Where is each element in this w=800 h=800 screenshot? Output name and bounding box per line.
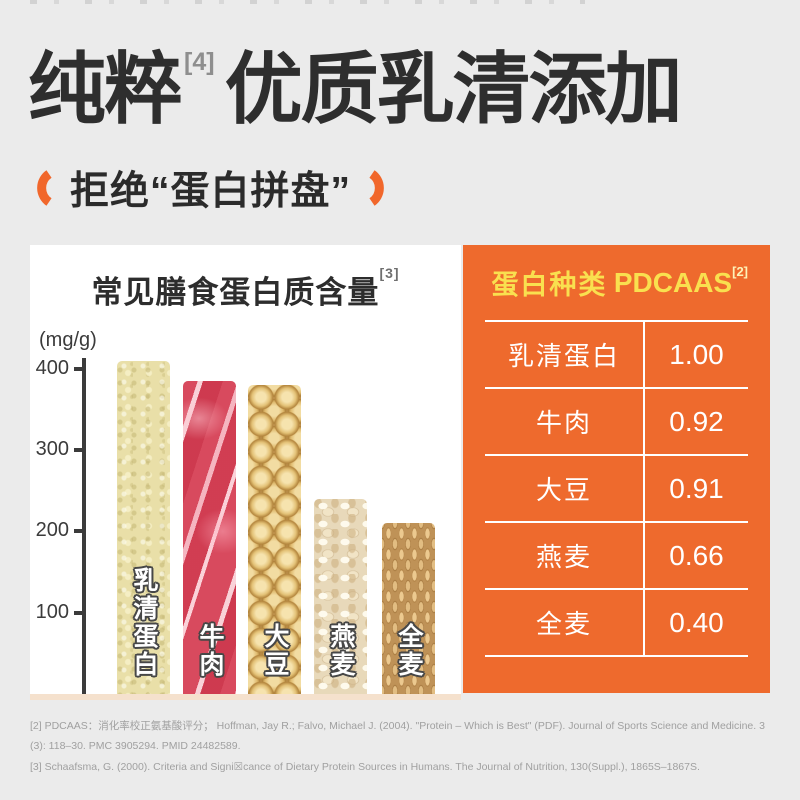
bar-beef: 牛肉 xyxy=(183,381,236,694)
bar-soybean: 大豆 xyxy=(248,385,301,694)
subtitle-row: 拒绝“蛋白拼盘” xyxy=(30,160,391,216)
table-row: 乳清蛋白 1.00 xyxy=(485,322,748,389)
table-header-pdcaas-text: PDCAAS xyxy=(613,266,733,298)
table-cell-name: 牛肉 xyxy=(535,408,592,438)
page-title-part1: 纯粹 xyxy=(28,45,182,133)
y-axis-line xyxy=(82,358,86,694)
bar-label-whole-wheat: 全麦 xyxy=(395,623,423,679)
table-cell-name: 大豆 xyxy=(535,475,592,505)
y-axis-unit-label: (mg/g) xyxy=(39,329,97,351)
table-cell-value: 0.40 xyxy=(643,590,748,655)
table-cell-name: 全麦 xyxy=(535,609,592,639)
table-cell-value: 0.92 xyxy=(643,389,748,454)
chart-title: 常见膳食蛋白质含量[3] xyxy=(30,265,461,312)
table-body: 乳清蛋白 1.00 牛肉 0.92 大豆 0.91 燕麦 0.66 全麦 0.4… xyxy=(485,320,748,657)
page-title: 纯粹 [4] 优质乳清添加 xyxy=(28,45,683,133)
table-row: 大豆 0.91 xyxy=(485,456,748,523)
chart-title-footnote-ref: [3] xyxy=(379,265,400,281)
table-header-protein-type: 蛋白种类 xyxy=(491,270,608,300)
chart-title-text: 常见膳食蛋白质含量 xyxy=(91,275,380,310)
protein-content-chart: 常见膳食蛋白质含量[3] (mg/g) 400 300 200 100 乳清蛋白… xyxy=(30,245,461,694)
y-tick-label-400: 400 xyxy=(35,357,69,379)
bar-label-soybean: 大豆 xyxy=(261,623,289,679)
y-tick-400 xyxy=(74,367,83,371)
table-header-row: 蛋白种类 PDCAAS[2] xyxy=(463,245,770,320)
footnote-2: [2] PDCAAS：消化率校正氨基酸评分； Hoffman, Jay R.; … xyxy=(30,720,765,753)
subtitle-text: 拒绝“蛋白拼盘” xyxy=(70,170,352,213)
y-tick-100 xyxy=(74,611,83,615)
table-cell-name: 燕麦 xyxy=(535,542,592,572)
page-title-part2: 优质乳清添加 xyxy=(224,45,683,133)
right-orange-bracket-icon xyxy=(369,169,391,207)
cropped-top-text-remnant xyxy=(30,0,585,4)
bar-whole-wheat: 全麦 xyxy=(382,523,435,694)
y-tick-200 xyxy=(74,529,83,533)
table-cell-value: 0.66 xyxy=(643,523,748,588)
footnote-3: [3] Schaafsma, G. (2000). Criteria and S… xyxy=(30,760,700,773)
y-tick-300 xyxy=(74,448,83,452)
table-row: 全麦 0.40 xyxy=(485,590,748,657)
bar-oat: 燕麦 xyxy=(314,499,367,694)
bar-whey-protein: 乳清蛋白 xyxy=(117,361,170,694)
y-tick-label-200: 200 xyxy=(35,519,69,541)
table-cell-value: 1.00 xyxy=(643,322,748,387)
table-row: 牛肉 0.92 xyxy=(485,389,748,456)
bar-label-whey-protein: 乳清蛋白 xyxy=(130,567,158,679)
chart-panel-bottom-shadow xyxy=(30,694,461,700)
bar-label-oat: 燕麦 xyxy=(327,623,355,679)
bar-label-beef: 牛肉 xyxy=(196,623,224,679)
footnotes: [2] PDCAAS：消化率校正氨基酸评分； Hoffman, Jay R.; … xyxy=(30,716,772,777)
table-row: 燕麦 0.66 xyxy=(485,523,748,590)
y-tick-label-300: 300 xyxy=(35,438,69,460)
table-cell-value: 0.91 xyxy=(643,456,748,521)
table-cell-name: 乳清蛋白 xyxy=(507,341,620,371)
left-orange-bracket-icon xyxy=(30,169,52,207)
table-header-pdcaas: PDCAAS[2] xyxy=(613,263,748,299)
page-title-footnote-ref: [4] xyxy=(184,48,215,76)
pdcaas-table: 蛋白种类 PDCAAS[2] 乳清蛋白 1.00 牛肉 0.92 大豆 0.91… xyxy=(463,245,770,693)
y-tick-label-100: 100 xyxy=(35,601,69,623)
table-header-footnote-ref: [2] xyxy=(732,263,748,279)
